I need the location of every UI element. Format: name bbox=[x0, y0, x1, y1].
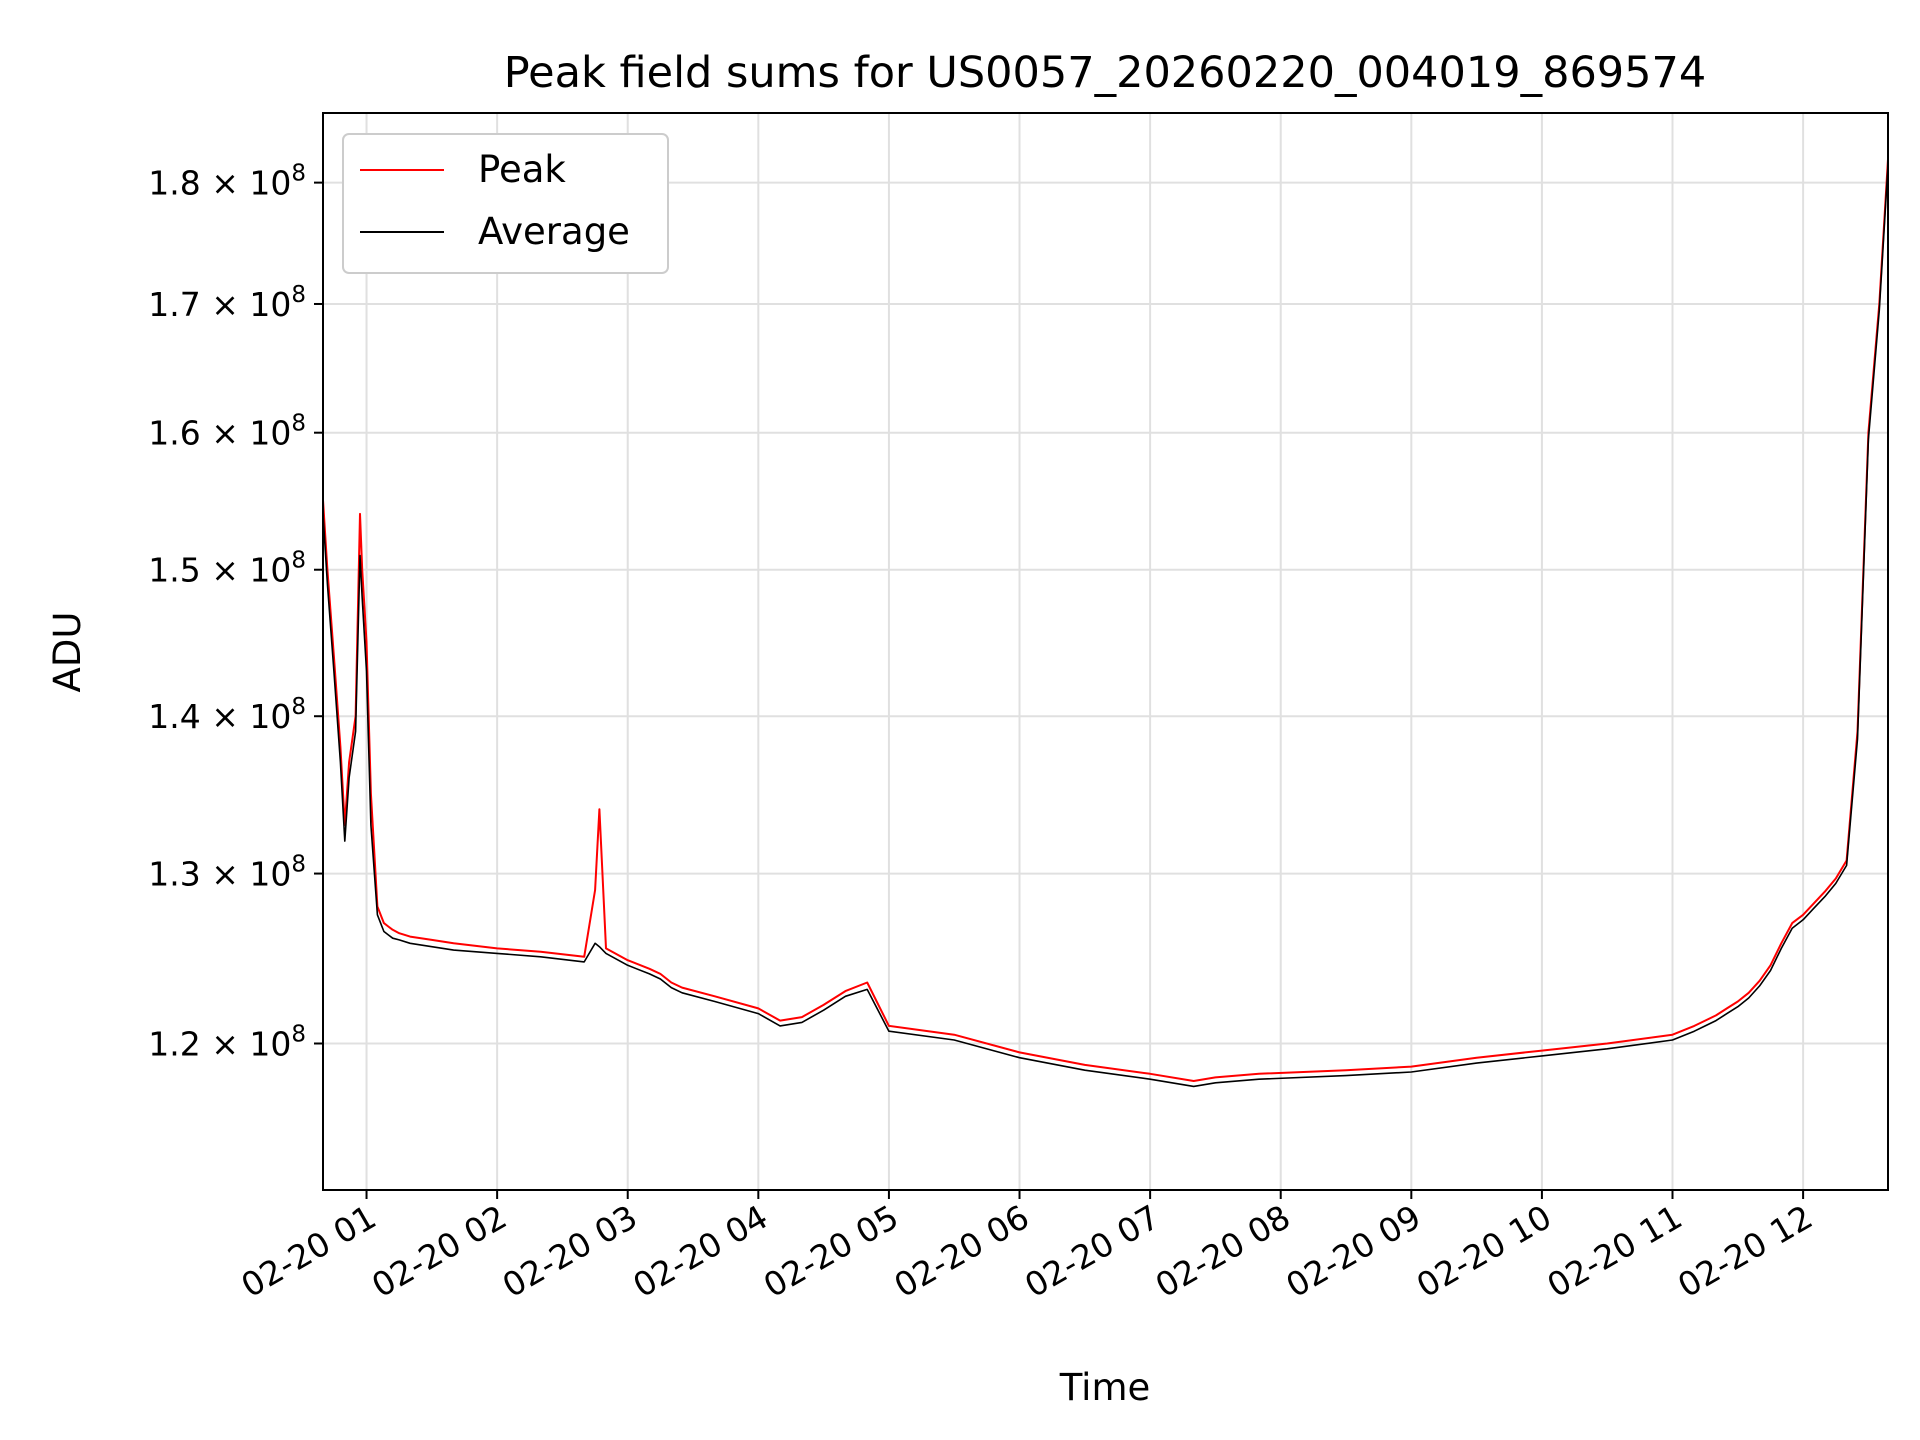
x-tick-label: 02-20 09 bbox=[1279, 1197, 1427, 1305]
y-tick-label: 1.7 × 108 bbox=[148, 282, 306, 324]
y-tick-label: 1.5 × 108 bbox=[148, 548, 306, 590]
plot-frame bbox=[322, 112, 1889, 1191]
x-tick-label: 02-20 01 bbox=[235, 1197, 383, 1305]
x-tick-label: 02-20 10 bbox=[1410, 1197, 1558, 1305]
legend-label-peak: Peak bbox=[478, 148, 566, 191]
x-tick-label: 02-20 04 bbox=[626, 1197, 774, 1305]
y-axis-ticks: 1.2 × 108 1.3 × 108 1.4 × 108 1.5 × 108 1.6 … bbox=[148, 161, 323, 1064]
x-tick-label: 02-20 02 bbox=[365, 1197, 513, 1305]
y-tick-label: 1.3 × 108 bbox=[148, 852, 306, 894]
x-tick-label: 02-20 07 bbox=[1018, 1197, 1166, 1305]
series-line-peak bbox=[322, 159, 1889, 1082]
y-tick-label: 1.4 × 108 bbox=[148, 694, 306, 736]
y-axis-label: ADU bbox=[46, 612, 89, 693]
gridlines bbox=[323, 113, 1888, 1190]
x-axis-label: Time bbox=[1059, 1366, 1151, 1409]
x-tick-label: 02-20 11 bbox=[1541, 1197, 1689, 1305]
legend: Peak Average bbox=[342, 133, 669, 274]
y-tick-label: 1.8 × 108 bbox=[148, 161, 306, 203]
x-tick-label: 02-20 12 bbox=[1671, 1197, 1819, 1305]
series-line-average bbox=[322, 164, 1889, 1088]
chart-title: Peak field sums for US0057_20260220_0040… bbox=[504, 48, 1707, 98]
x-tick-label: 02-20 03 bbox=[496, 1197, 644, 1305]
series-lines bbox=[322, 159, 1889, 1088]
legend-box bbox=[342, 133, 669, 274]
y-tick-label: 1.6 × 108 bbox=[148, 411, 306, 453]
legend-label-average: Average bbox=[478, 210, 630, 253]
x-tick-label: 02-20 08 bbox=[1149, 1197, 1297, 1305]
y-tick-label: 1.2 × 108 bbox=[148, 1022, 306, 1064]
x-tick-label: 02-20 06 bbox=[888, 1197, 1036, 1305]
x-tick-label: 02-20 05 bbox=[757, 1197, 905, 1305]
